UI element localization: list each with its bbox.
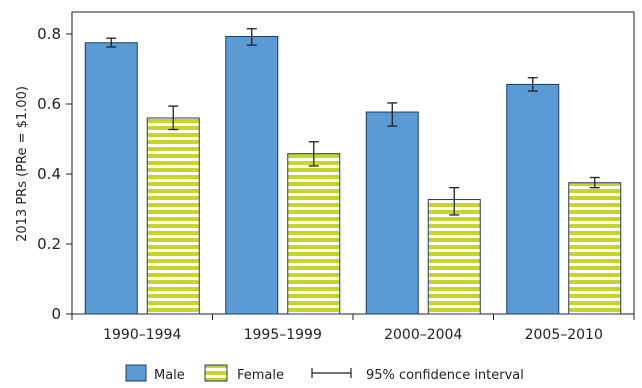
y-tick-label: 0.8 xyxy=(37,25,61,43)
y-tick-label: 0.6 xyxy=(37,95,61,113)
x-tick-label: 2000–2004 xyxy=(384,327,462,343)
y-tick-label: 0.4 xyxy=(37,165,61,183)
legend-swatch-female xyxy=(204,364,228,382)
y-tick-label: 0 xyxy=(51,305,61,323)
bar-female xyxy=(427,199,481,315)
x-tick-label: 2005–2010 xyxy=(525,327,603,343)
y-tick-label: 0.2 xyxy=(37,235,61,253)
bar-female xyxy=(568,182,622,315)
y-axis-label: 2013 PRs (PRe = $1.00) xyxy=(15,86,30,242)
legend-ci-symbol xyxy=(311,368,352,378)
bar-male xyxy=(225,35,279,315)
bar-female xyxy=(287,153,341,315)
legend-swatch-male xyxy=(125,364,147,382)
bar-female xyxy=(146,117,200,315)
legend: Male Female 95% confidence interval xyxy=(125,364,524,383)
bar-male xyxy=(506,83,560,315)
legend-label-female: Female xyxy=(237,368,284,383)
bar-male xyxy=(84,42,138,315)
x-tick-label: 1990–1994 xyxy=(103,327,181,343)
bar-male xyxy=(365,111,419,315)
x-tick-label: 1995–1999 xyxy=(244,327,322,343)
legend-label-ci: 95% confidence interval xyxy=(366,368,524,383)
legend-label-male: Male xyxy=(154,368,185,383)
